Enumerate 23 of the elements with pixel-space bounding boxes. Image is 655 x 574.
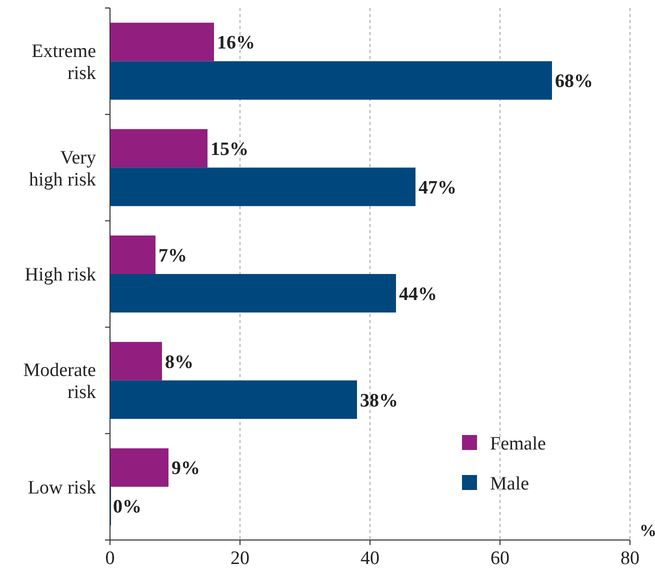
y-tick-label: Extreme risk	[32, 40, 96, 84]
x-tick-label: 80	[620, 548, 640, 569]
y-tick-label: High risk	[24, 264, 96, 286]
data-label: 9%	[172, 458, 200, 480]
data-label: 8%	[165, 352, 194, 373]
data-label: 16%	[217, 32, 255, 54]
legend-label: Male	[490, 474, 530, 495]
x-tick-label: 40	[360, 548, 380, 569]
data-label: 38%	[360, 390, 398, 412]
legend-label: Female	[490, 434, 546, 455]
y-tick-label: Very high risk	[28, 147, 96, 190]
x-tick-label: 0	[105, 548, 115, 569]
data-label: 0%	[113, 496, 142, 518]
data-label: 44%	[399, 284, 437, 305]
data-label: 15%	[210, 139, 248, 160]
data-label: 7%	[158, 245, 187, 266]
y-tick-label: Moderate risk	[23, 360, 96, 404]
data-label: 68%	[555, 71, 593, 92]
x-axis-title: %	[640, 521, 655, 540]
y-tick-label: Low risk	[28, 477, 96, 498]
x-tick-label: 60	[490, 548, 510, 569]
data-label: 47%	[418, 178, 456, 198]
x-tick-label: 20	[230, 548, 250, 569]
